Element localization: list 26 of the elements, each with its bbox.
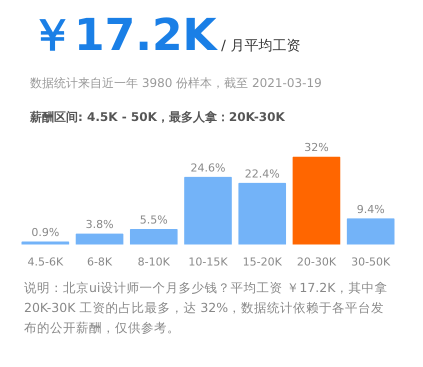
text: 说明：北京ui设计师一个月多少钱？平均工资 ￥17.2K，其中拿 20K-30K 工资的占比最多，达 32%，数据统计依赖于各平台发布的公开薪酬，仅供参考。 [24, 279, 388, 337]
text: 数据统计来自近一年 3980 份样本，截至 2021-03-19 [30, 75, 322, 92]
chart-title: ￥17.2K [30, 10, 217, 61]
bar [238, 182, 286, 244]
bar [22, 242, 70, 244]
chart-subtitle: / 月平均工资 [220, 38, 300, 54]
x-tick-label: 15-20K [242, 256, 283, 268]
x-tick-label: 6-8K [86, 256, 113, 268]
data-label: 24.6% [190, 161, 226, 174]
data-label: 5.5% [140, 213, 168, 226]
text: 薪酬区间: 4.5K - 50K，最多人拿：20K-30K [30, 109, 285, 126]
bar [292, 156, 340, 244]
data-label: 32% [304, 141, 329, 154]
x-tick-label: 10-15K [188, 256, 228, 268]
bar [184, 176, 232, 244]
x-tick-label: 30-50K [351, 256, 392, 268]
x-tick-label: 8-10K [138, 256, 171, 268]
x-tick-label: 4.5-6K [27, 256, 64, 268]
bar [76, 234, 124, 244]
data-label: 3.8% [86, 218, 114, 232]
data-label: 0.9% [31, 226, 60, 240]
bar [130, 228, 178, 244]
x-tick-label: 20-30K [296, 256, 337, 268]
data-label: 22.4% [244, 167, 280, 180]
data-label: 9.4% [356, 202, 385, 216]
bar [346, 218, 394, 244]
